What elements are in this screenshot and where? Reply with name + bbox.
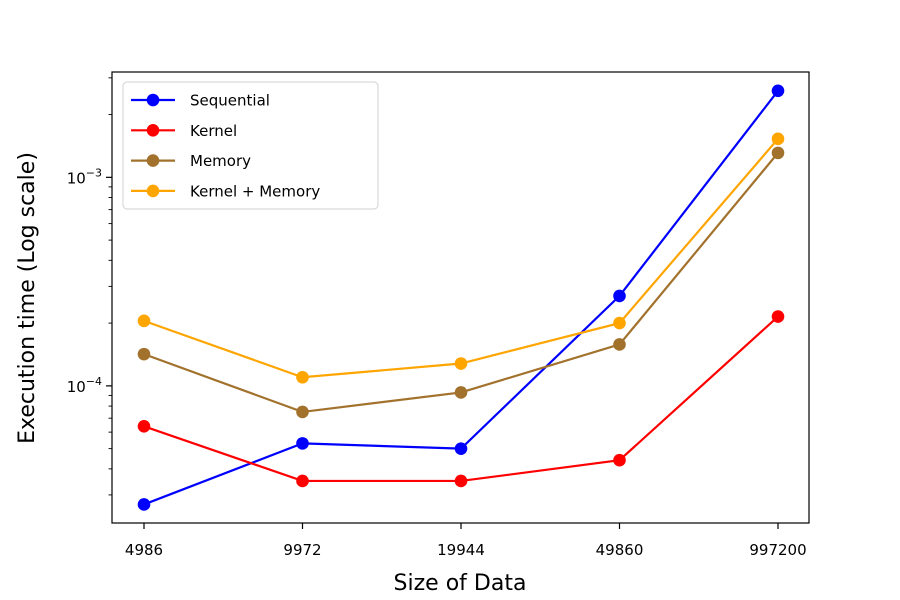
- y-axis: 10−4 10−3: [67, 77, 112, 496]
- data-point: [771, 84, 785, 98]
- data-point: [296, 370, 309, 384]
- x-tick-label: 9972: [283, 541, 321, 559]
- y-tick-label: 10−3: [67, 166, 102, 187]
- data-point: [613, 453, 626, 467]
- data-point: [454, 386, 468, 399]
- legend-marker: [146, 184, 160, 198]
- data-point: [771, 310, 785, 323]
- data-point: [613, 289, 626, 303]
- legend-item: Memory: [131, 152, 251, 170]
- data-point: [454, 474, 468, 488]
- series-1: [137, 310, 785, 488]
- legend-marker: [146, 154, 160, 167]
- series-line: [143, 315, 779, 483]
- x-tick-label: 49860: [596, 541, 644, 559]
- y-tick-label: 10−4: [67, 375, 102, 396]
- data-point: [137, 347, 151, 361]
- x-tick-label: 997200: [749, 541, 806, 559]
- data-point: [296, 405, 309, 419]
- legend-marker: [146, 124, 160, 137]
- legend: Sequential Kernel Memory Kernel + Memory: [122, 81, 379, 210]
- series-3: [137, 132, 785, 384]
- data-point: [771, 146, 785, 160]
- legend-box: [122, 81, 379, 210]
- series-marks: [137, 84, 785, 511]
- x-axis: 4986 9972 19944 49860 997200: [125, 523, 807, 559]
- data-point: [454, 442, 468, 455]
- data-point: [296, 474, 309, 488]
- legend-item: Sequential: [131, 92, 270, 110]
- data-point: [137, 314, 151, 328]
- x-tick-label: 4986: [125, 541, 163, 559]
- legend-label: Sequential: [190, 92, 270, 110]
- data-point: [137, 419, 151, 433]
- legend-label: Kernel + Memory: [190, 182, 320, 200]
- series-2: [137, 146, 785, 419]
- x-tick-label: 19944: [437, 541, 485, 559]
- data-point: [296, 437, 309, 450]
- legend-label: Kernel: [190, 122, 237, 140]
- x-axis-title: Size of Data: [394, 571, 527, 596]
- data-point: [137, 498, 151, 511]
- data-point: [771, 132, 785, 146]
- data-point: [613, 316, 626, 330]
- legend-item: Kernel: [131, 122, 237, 140]
- y-axis-title: Execution time (Log scale): [15, 152, 40, 444]
- legend-marker: [146, 93, 160, 107]
- data-point: [454, 357, 468, 370]
- legend-label: Memory: [190, 152, 251, 170]
- legend-item: Kernel + Memory: [131, 182, 320, 200]
- data-point: [613, 338, 626, 351]
